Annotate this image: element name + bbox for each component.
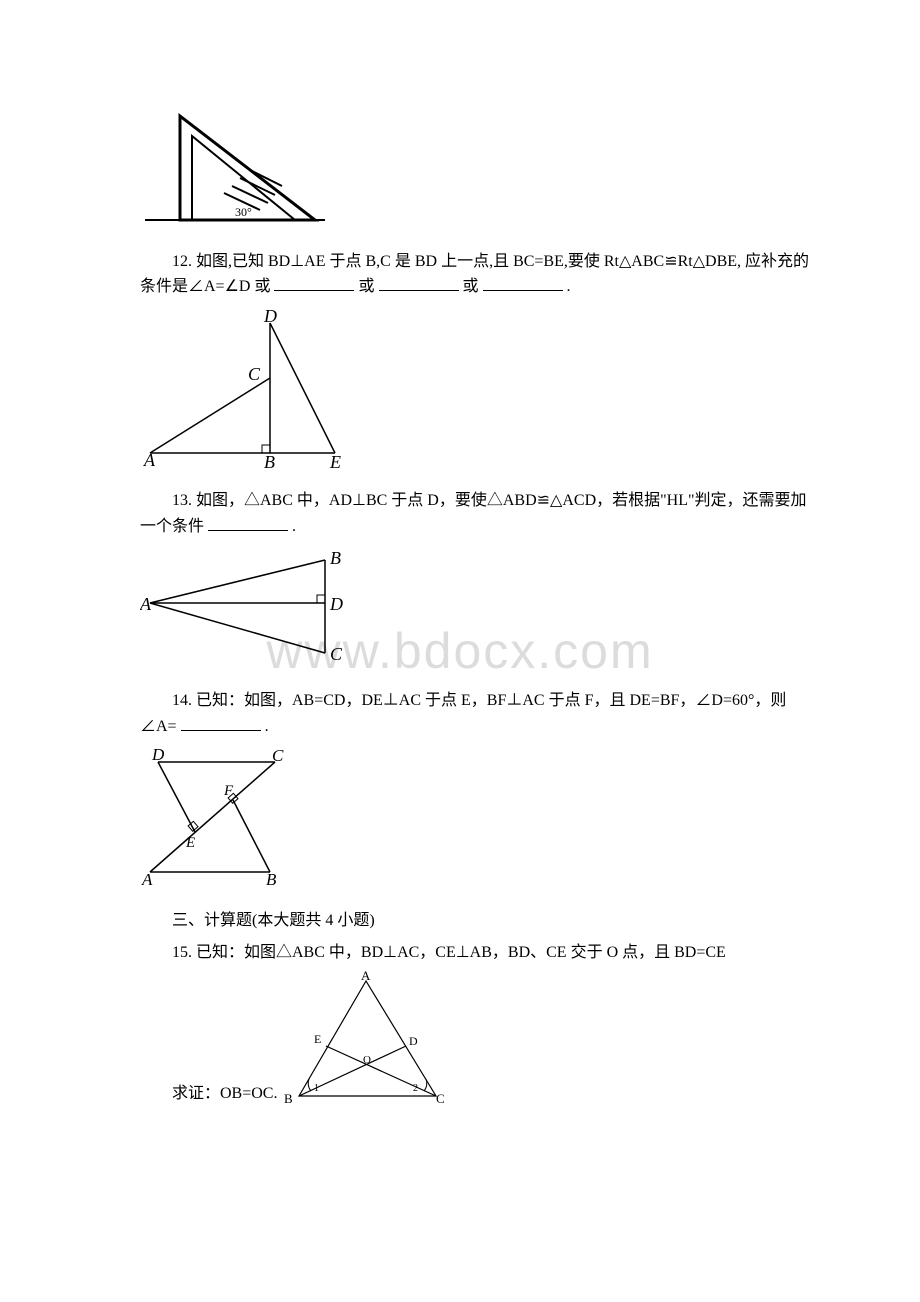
svg-text:C: C (272, 747, 284, 765)
svg-text:D: D (151, 747, 165, 764)
q13-blank (208, 515, 288, 531)
svg-text:D: D (329, 594, 343, 614)
svg-text:E: E (314, 1032, 321, 1046)
svg-text:C: C (436, 1091, 445, 1106)
svg-text:C: C (330, 644, 343, 664)
svg-text:D: D (409, 1034, 418, 1048)
svg-text:B: B (266, 870, 277, 887)
q15-figure: A B C E D O 1 2 (281, 971, 451, 1106)
q13-figure: A B C D (140, 548, 810, 677)
svg-text:E: E (329, 452, 341, 468)
svg-text:F: F (223, 783, 234, 799)
q14-t2: . (265, 718, 269, 735)
svg-text:A: A (140, 594, 152, 614)
q12-blank-2 (379, 275, 459, 291)
q13-text: 13. 如图，△ABC 中，AD⊥BC 于点 D，要使△ABD≌△ACD，若根据… (140, 488, 810, 539)
q12-t2: 或 (358, 278, 374, 295)
svg-text:2: 2 (413, 1083, 418, 1094)
q14-blank (181, 715, 261, 731)
q15-text-1: 15. 已知：如图△ABC 中，BD⊥AC，CE⊥AB，BD、CE 交于 O 点… (140, 940, 810, 966)
svg-text:A: A (143, 450, 156, 468)
q15-text-2: 求证：OB=OC. (140, 1081, 277, 1107)
svg-text:B: B (284, 1091, 293, 1106)
svg-text:D: D (263, 308, 277, 326)
svg-text:B: B (330, 548, 341, 568)
q12-t4: . (567, 278, 571, 295)
svg-text:A: A (141, 870, 153, 887)
q12-text: 12. 如图,已知 BD⊥AE 于点 B,C 是 BD 上一点,且 BC=BE,… (140, 249, 810, 300)
section-3-header: 三、计算题(本大题共 4 小题) (140, 908, 810, 934)
svg-text:O: O (363, 1054, 371, 1066)
svg-text:30°: 30° (235, 205, 252, 219)
svg-text:A: A (361, 971, 371, 983)
svg-text:B: B (264, 452, 275, 468)
q12-figure: A B E C D (140, 308, 810, 477)
svg-text:E: E (185, 835, 195, 851)
q11-figure: 30° (140, 108, 810, 237)
q13-t2: . (292, 518, 296, 535)
q14-text: 14. 已知：如图，AB=CD，DE⊥AC 于点 E，BF⊥AC 于点 F，且 … (140, 688, 810, 739)
q15-row: 求证：OB=OC. A B C E D O 1 2 (140, 971, 810, 1106)
svg-text:C: C (248, 364, 261, 384)
q12-blank-1 (274, 275, 354, 291)
q12-t3: 或 (463, 278, 479, 295)
page-content: 30° 12. 如图,已知 BD⊥AE 于点 B,C 是 BD 上一点,且 BC… (140, 108, 810, 1106)
q14-figure: D C A B E F (140, 747, 810, 896)
q12-blank-3 (483, 275, 563, 291)
svg-text:1: 1 (314, 1083, 319, 1094)
